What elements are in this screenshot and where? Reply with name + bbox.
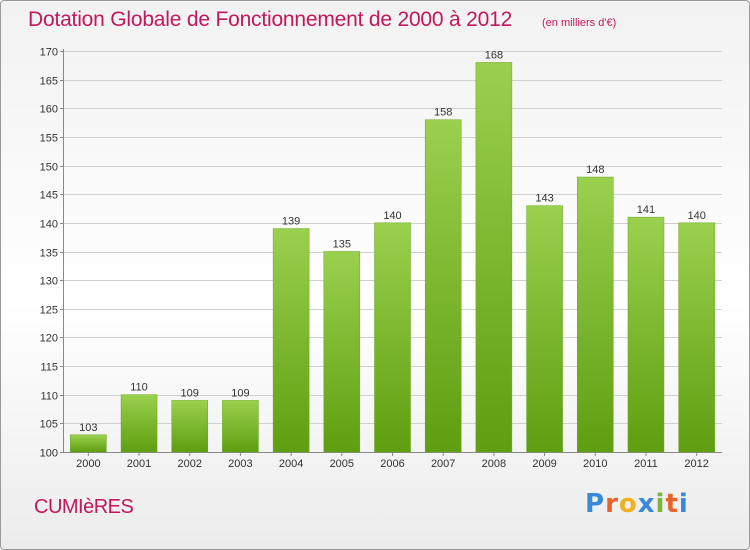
- axis-layer: 100 105 110 115 120 125 130 135 140 145 150 155 160 1…: [40, 47, 722, 470]
- x-tick-label: 2010: [583, 458, 607, 470]
- bar-value-label: 158: [434, 107, 452, 119]
- bar-value-label: 143: [535, 193, 553, 205]
- bar: [272, 228, 310, 453]
- x-tick-label: 2005: [330, 458, 354, 470]
- bar-value-label: 140: [687, 210, 705, 222]
- x-tick-label: 2007: [431, 458, 455, 470]
- bar-value-label: 109: [231, 387, 249, 399]
- y-tick-label: 145: [40, 190, 58, 202]
- bar: [222, 400, 259, 453]
- bar-value-label: 109: [181, 387, 199, 399]
- chart-unit: (en milliers d'€): [542, 17, 617, 29]
- bar-value-label: 148: [586, 164, 604, 176]
- x-tick-label: 2011: [634, 458, 658, 470]
- bar-value-label: 168: [485, 49, 503, 61]
- y-tick-label: 155: [40, 133, 58, 145]
- x-tick-label: 2000: [76, 458, 100, 470]
- x-tick-label: 2012: [684, 458, 708, 470]
- bar: [171, 400, 208, 453]
- bar-value-label: 135: [333, 239, 351, 251]
- bar: [678, 222, 715, 453]
- y-tick-label: 115: [40, 362, 58, 374]
- x-tick-label: 2006: [380, 458, 404, 470]
- bar: [323, 251, 361, 453]
- bar-value-label: 110: [130, 382, 148, 394]
- bar: [526, 205, 563, 453]
- y-tick-label: 135: [40, 248, 58, 260]
- logo-letter: t: [665, 489, 679, 519]
- bar: [70, 434, 107, 453]
- bar: [475, 62, 513, 453]
- y-tick-label: 160: [40, 104, 58, 116]
- y-tick-label: 105: [40, 419, 58, 431]
- logo-letter: o: [618, 489, 638, 519]
- logo-letter: i: [678, 489, 689, 519]
- logo-letter: x: [637, 489, 656, 519]
- y-tick-label: 165: [40, 76, 58, 88]
- bar: [424, 119, 462, 453]
- x-tick-label: 2008: [482, 458, 506, 470]
- x-tick-label: 2001: [127, 458, 151, 470]
- commune-name: CUMIèRES: [34, 496, 134, 518]
- bar-layer: 103 110 109 109 139 135 140 158 168 143 148 141 140: [70, 49, 715, 453]
- bar-value-label: 103: [79, 422, 97, 434]
- x-tick-label: 2003: [228, 458, 252, 470]
- x-tick-label: 2009: [532, 458, 556, 470]
- bar-value-label: 139: [282, 216, 300, 228]
- bar: [577, 176, 614, 453]
- bar: [627, 216, 665, 453]
- proxiti-logo[interactable]: Proxiti: [585, 489, 689, 519]
- bar-value-label: 140: [383, 210, 401, 222]
- bar-value-label: 141: [637, 204, 655, 216]
- x-tick-label: 2002: [177, 458, 201, 470]
- chart-title: Dotation Globale de Fonctionnement de 20…: [28, 8, 513, 31]
- bar: [374, 222, 411, 453]
- logo-letter: P: [585, 489, 606, 519]
- y-tick-label: 125: [40, 305, 58, 317]
- y-tick-label: 170: [40, 47, 58, 59]
- logo-letter: r: [605, 489, 619, 519]
- y-tick-label: 130: [40, 276, 58, 288]
- logo-letter: i: [655, 489, 666, 519]
- y-tick-label: 150: [40, 162, 58, 174]
- y-tick-label: 110: [40, 391, 58, 403]
- y-tick-label: 120: [40, 333, 58, 345]
- x-tick-label: 2004: [279, 458, 303, 470]
- bar: [120, 394, 158, 453]
- y-tick-label: 100: [40, 448, 58, 460]
- y-tick-label: 140: [40, 219, 58, 231]
